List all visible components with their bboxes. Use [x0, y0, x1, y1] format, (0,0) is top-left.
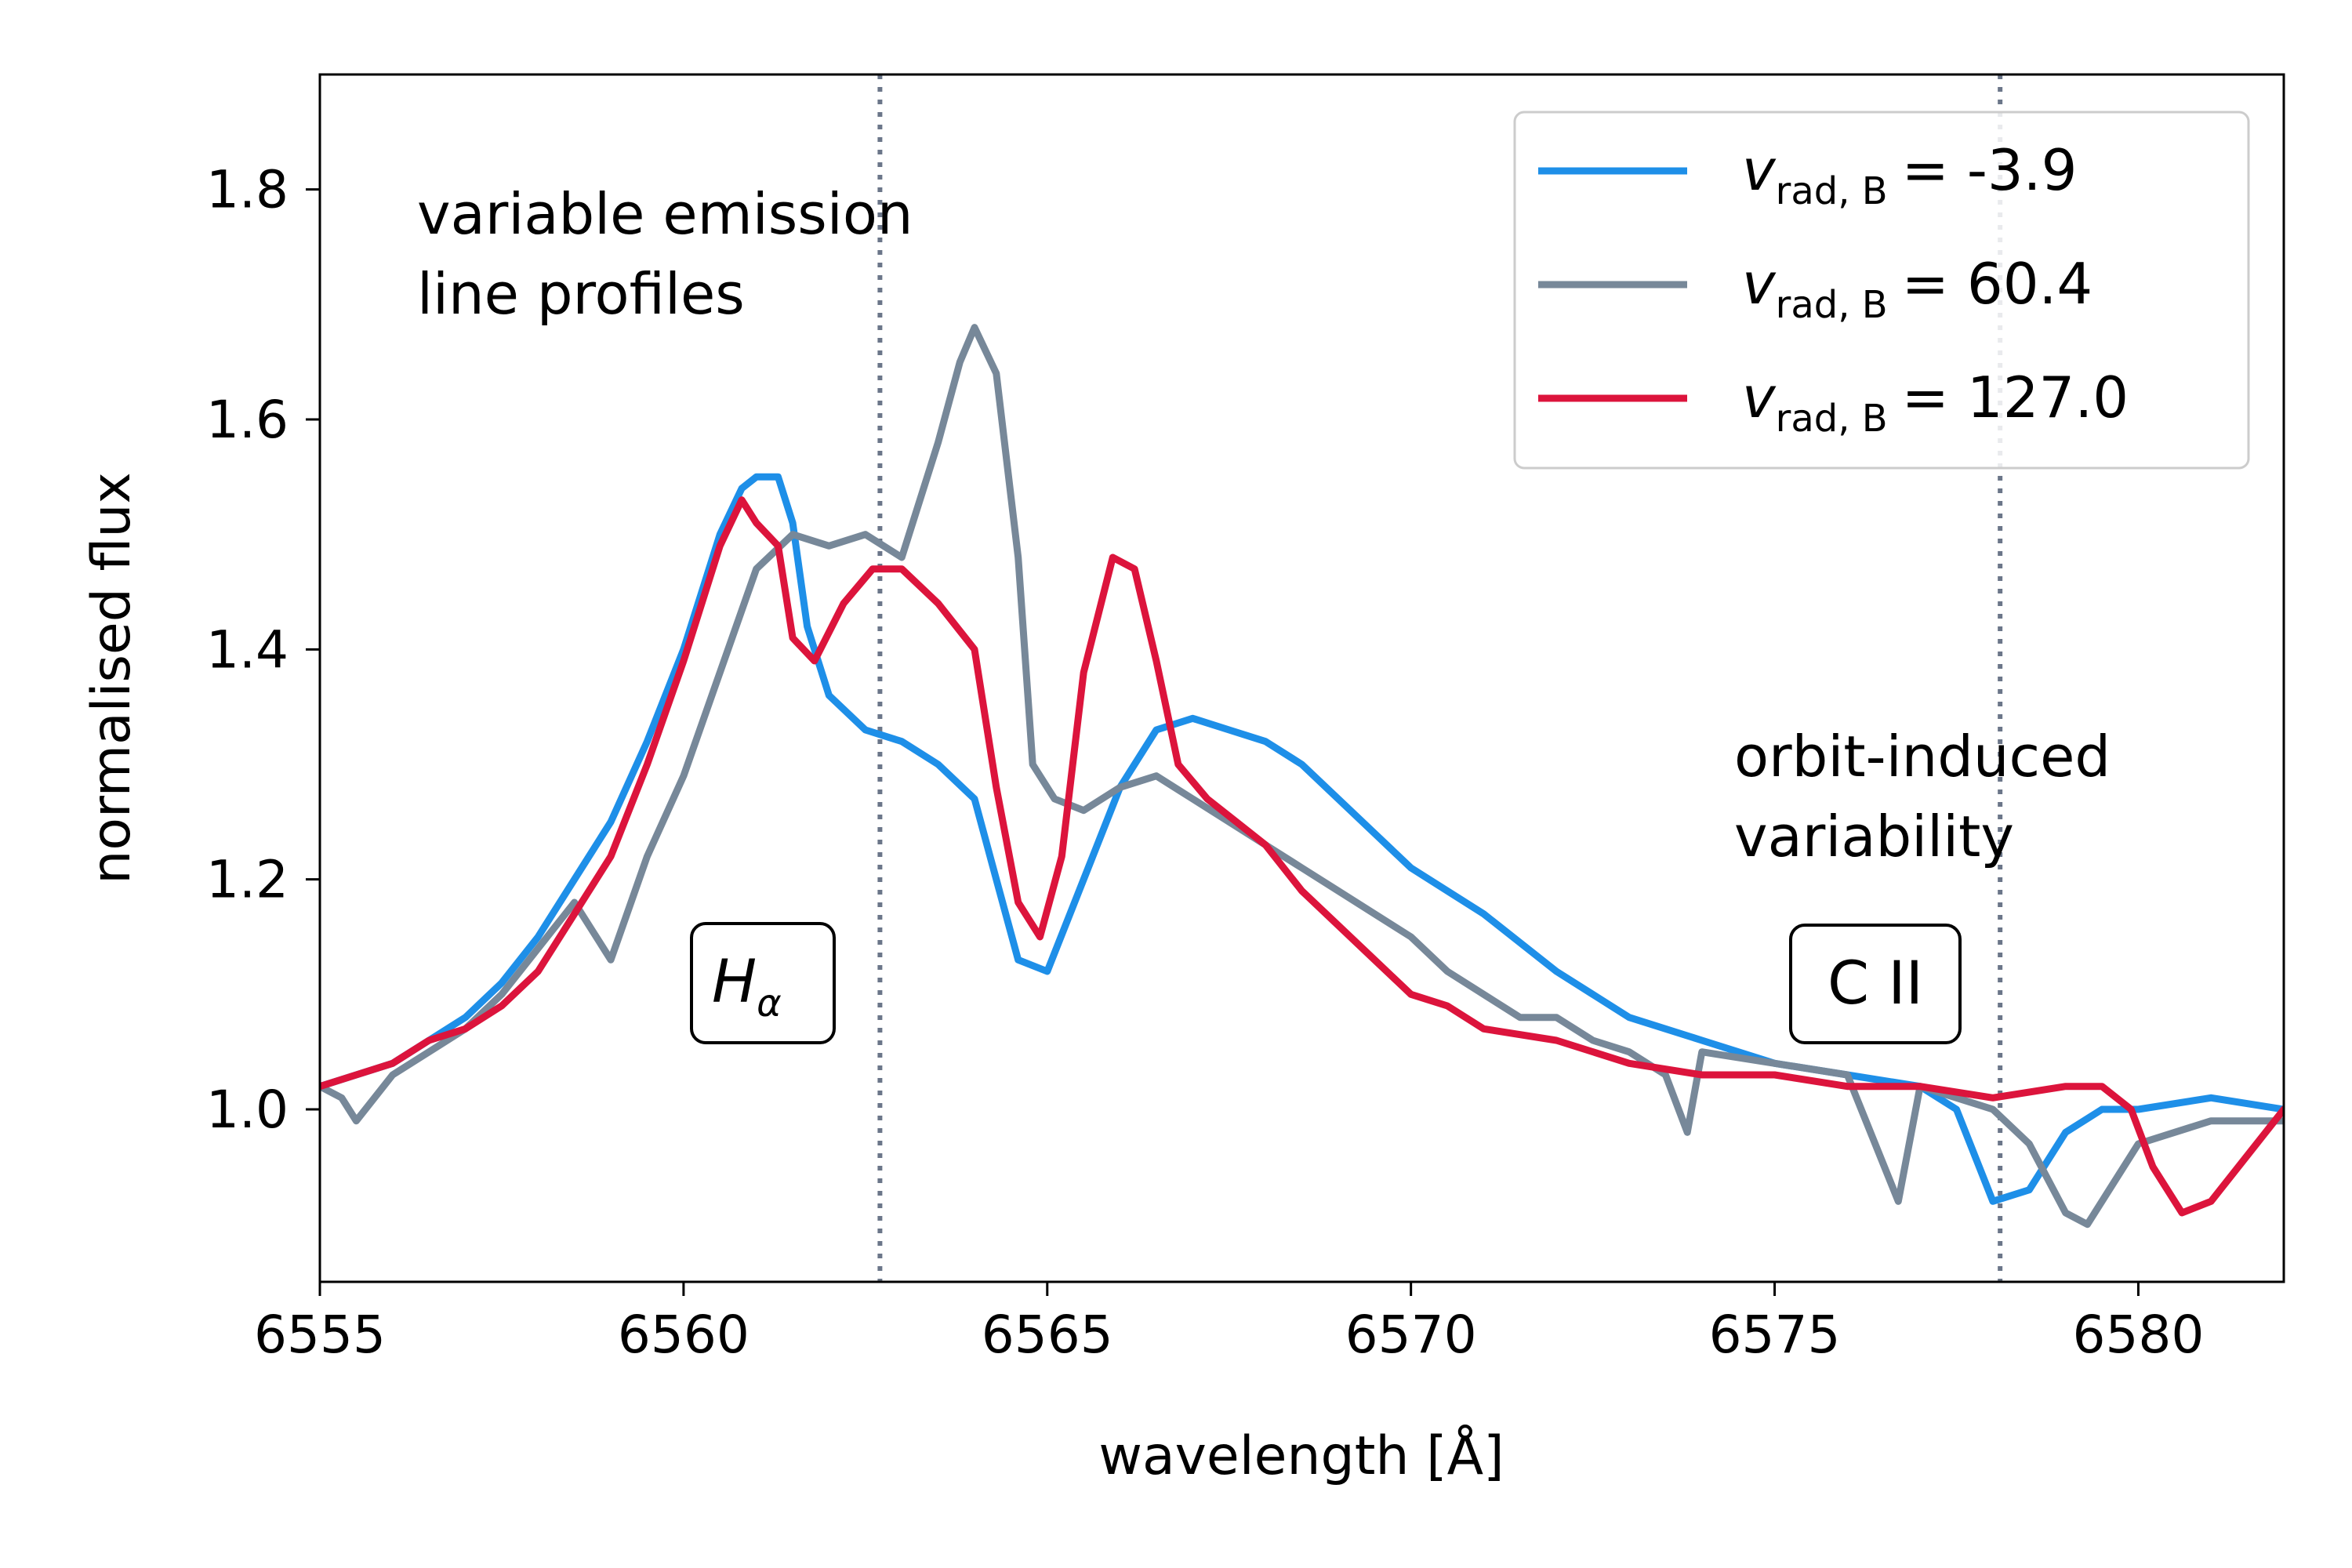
x-tick-label: 6565 — [982, 1305, 1113, 1365]
emission-annotation-line1: variable emission — [417, 181, 913, 247]
y-tick-label: 1.0 — [206, 1080, 289, 1140]
y-axis-ticks: 1.0 1.2 1.4 1.6 1.8 — [206, 160, 320, 1140]
legend-label-3: vrad, B = 127.0 — [1742, 365, 2129, 441]
x-axis-ticks: 6555 6560 6565 6570 6575 6580 — [254, 1282, 2204, 1365]
cii-label: C II — [1828, 948, 1923, 1018]
y-tick-label: 1.6 — [206, 390, 289, 450]
x-tick-label: 6575 — [1709, 1305, 1841, 1365]
x-axis-label: wavelength [Å] — [1098, 1424, 1504, 1487]
x-tick-label: 6580 — [2072, 1305, 2204, 1365]
y-tick-label: 1.2 — [206, 850, 289, 910]
x-tick-label: 6570 — [1345, 1305, 1477, 1365]
plot-frame — [318, 73, 2285, 1283]
legend-label-1: vrad, B = -3.9 — [1742, 137, 2077, 213]
orbit-annotation-line2: variability — [1734, 804, 2014, 869]
halpha-sub: α — [757, 982, 782, 1025]
x-tick-label: 6560 — [618, 1305, 750, 1365]
halpha-label-box: Hα — [690, 922, 836, 1044]
legend: vrad, B = -3.9 vrad, B = 60.4 vrad, B = 127.0 — [1513, 111, 2250, 470]
halpha-main: H — [712, 946, 757, 1016]
series-lines — [320, 324, 2284, 1229]
cii-label-box: C II — [1789, 924, 1962, 1044]
y-axis-label: normalised flux — [81, 472, 143, 884]
y-tick-label: 1.4 — [206, 619, 289, 680]
legend-label-2: vrad, B = 60.4 — [1742, 251, 2092, 327]
y-tick-label: 1.8 — [206, 160, 289, 220]
x-tick-label: 6555 — [254, 1305, 386, 1365]
series-line-3 — [320, 496, 2284, 1217]
svg-text:Hα: Hα — [712, 946, 782, 1025]
legend-box — [1513, 111, 2250, 470]
orbit-annotation-line1: orbit-induced — [1734, 724, 2111, 789]
emission-annotation-line2: line profiles — [417, 261, 745, 327]
